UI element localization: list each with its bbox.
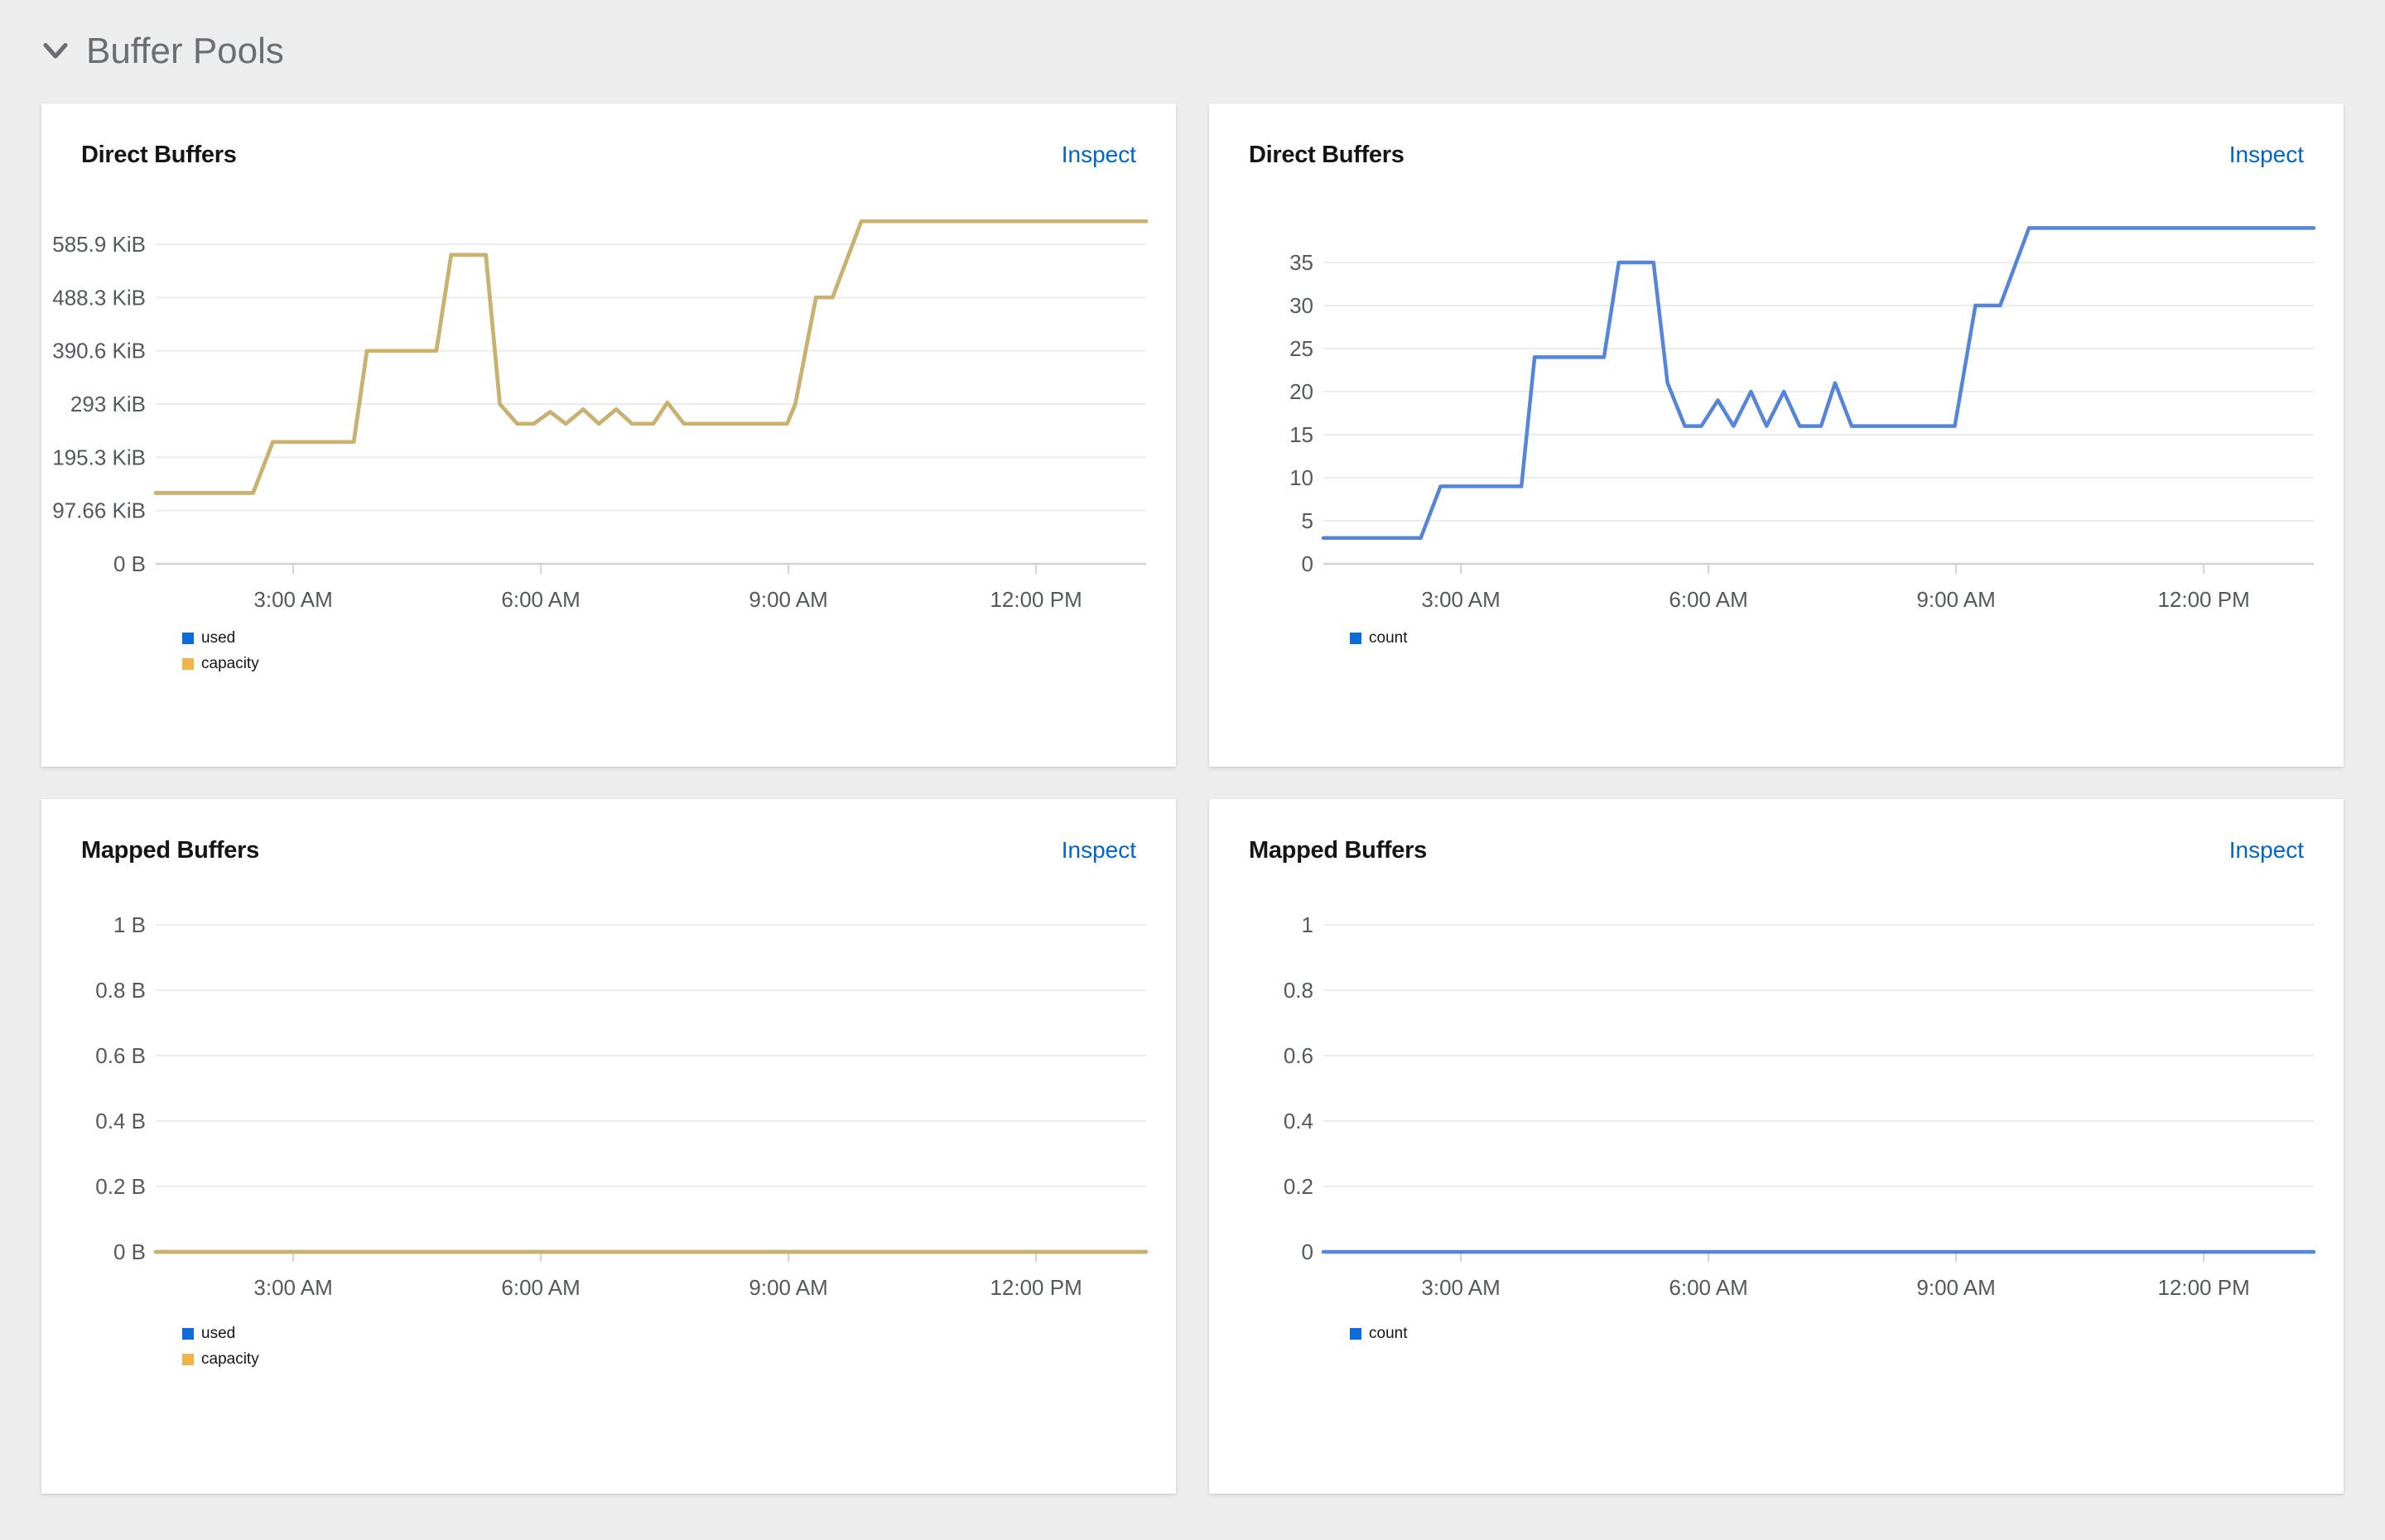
legend-label-count: count bbox=[1369, 1325, 1408, 1342]
svg-text:3:00 AM: 3:00 AM bbox=[1421, 587, 1500, 612]
svg-text:12:00 PM: 12:00 PM bbox=[990, 587, 1082, 612]
legend-swatch-count bbox=[1350, 632, 1361, 644]
svg-text:0 B: 0 B bbox=[113, 551, 146, 576]
svg-text:1: 1 bbox=[1302, 912, 1313, 937]
legend-label-used: used bbox=[201, 629, 236, 647]
svg-text:20: 20 bbox=[1289, 379, 1313, 404]
svg-text:0.8 B: 0.8 B bbox=[95, 978, 146, 1003]
legend-item-used: used bbox=[182, 1321, 1176, 1346]
card-title: Mapped Buffers bbox=[81, 837, 259, 864]
legend-swatch-capacity bbox=[182, 1353, 194, 1365]
section-title: Buffer Pools bbox=[86, 31, 284, 71]
svg-text:9:00 AM: 9:00 AM bbox=[1916, 587, 1995, 612]
card-title: Direct Buffers bbox=[81, 142, 237, 168]
svg-text:30: 30 bbox=[1289, 293, 1313, 318]
svg-text:6:00 AM: 6:00 AM bbox=[501, 587, 580, 612]
svg-text:390.6 KiB: 390.6 KiB bbox=[52, 339, 146, 363]
svg-text:195.3 KiB: 195.3 KiB bbox=[52, 445, 146, 469]
svg-text:1 B: 1 B bbox=[113, 912, 146, 937]
chart-legend: used capacity bbox=[182, 1321, 1176, 1372]
svg-text:0.8: 0.8 bbox=[1284, 978, 1313, 1003]
chart-legend: count bbox=[1350, 625, 2344, 651]
card-header: Direct Buffers Inspect bbox=[41, 103, 1176, 173]
legend-swatch-count bbox=[1350, 1327, 1361, 1340]
svg-text:9:00 AM: 9:00 AM bbox=[749, 587, 827, 612]
direct-buffers-memory-chart: 0 B 97.66 KiB 195.3 KiB 293 KiB 390.6 KiB 488… bbox=[52, 219, 1149, 612]
legend-label-capacity: capacity bbox=[201, 655, 259, 672]
legend-label-count: count bbox=[1369, 629, 1408, 647]
mapped-buffers-memory-chart: 0 B 0.2 B 0.4 B 0.6 B 0.8 B 1 B 3:00 AM 6:00 AM… bbox=[95, 912, 1149, 1300]
svg-text:12:00 PM: 12:00 PM bbox=[990, 1275, 1082, 1300]
svg-text:15: 15 bbox=[1289, 422, 1313, 447]
chart-legend: count bbox=[1350, 1321, 2344, 1346]
legend-label-capacity: capacity bbox=[201, 1350, 259, 1368]
legend-item-used: used bbox=[182, 625, 1176, 651]
svg-text:3:00 AM: 3:00 AM bbox=[253, 1275, 332, 1300]
svg-text:6:00 AM: 6:00 AM bbox=[1669, 587, 1747, 612]
direct-buffers-count-chart: 0 5 10 15 20 25 30 35 3:00 AM 6:00 AM 9:00 AM 12:00… bbox=[1289, 226, 2316, 612]
svg-text:0.2 B: 0.2 B bbox=[95, 1174, 146, 1199]
svg-text:97.66 KiB: 97.66 KiB bbox=[52, 498, 146, 523]
legend-item-capacity: capacity bbox=[182, 1346, 1176, 1372]
svg-text:585.9 KiB: 585.9 KiB bbox=[52, 232, 146, 257]
inspect-link[interactable]: Inspect bbox=[2228, 142, 2304, 167]
svg-text:0: 0 bbox=[1302, 1239, 1313, 1264]
svg-text:25: 25 bbox=[1289, 336, 1313, 361]
svg-text:10: 10 bbox=[1289, 465, 1313, 490]
card-mapped-buffers-count: Mapped Buffers Inspect 0 0.2 0.4 0.6 0.8 1 3:0… bbox=[1209, 799, 2344, 1494]
svg-text:3:00 AM: 3:00 AM bbox=[253, 587, 332, 612]
card-title: Direct Buffers bbox=[1249, 142, 1404, 168]
inspect-link[interactable]: Inspect bbox=[1061, 837, 1136, 863]
svg-text:9:00 AM: 9:00 AM bbox=[749, 1275, 827, 1300]
svg-text:488.3 KiB: 488.3 KiB bbox=[52, 285, 146, 310]
svg-text:293 KiB: 293 KiB bbox=[70, 392, 146, 416]
svg-text:12:00 PM: 12:00 PM bbox=[2157, 587, 2249, 612]
svg-text:0.4: 0.4 bbox=[1284, 1109, 1313, 1133]
mapped-buffers-count-chart: 0 0.2 0.4 0.6 0.8 1 3:00 AM 6:00 AM 9:00 AM 12:00… bbox=[1284, 912, 2316, 1300]
svg-text:0: 0 bbox=[1302, 551, 1313, 576]
svg-text:3:00 AM: 3:00 AM bbox=[1421, 1275, 1500, 1300]
card-mapped-buffers-memory: Mapped Buffers Inspect 0 B 0.2 B 0.4 B 0.6 … bbox=[41, 799, 1176, 1494]
card-header: Direct Buffers Inspect bbox=[1209, 103, 2344, 173]
inspect-link[interactable]: Inspect bbox=[2228, 837, 2304, 863]
svg-text:0.2: 0.2 bbox=[1284, 1174, 1313, 1199]
svg-text:35: 35 bbox=[1289, 250, 1313, 275]
svg-text:0 B: 0 B bbox=[113, 1239, 146, 1264]
svg-text:12:00 PM: 12:00 PM bbox=[2157, 1275, 2249, 1300]
legend-swatch-capacity bbox=[182, 657, 194, 670]
buffer-pools-section-toggle[interactable]: Buffer Pools bbox=[43, 33, 284, 70]
card-header: Mapped Buffers Inspect bbox=[1209, 799, 2344, 869]
card-direct-buffers-count: Direct Buffers Inspect 0 5 10 15 20 25 30 35 3:0… bbox=[1209, 103, 2344, 767]
svg-text:6:00 AM: 6:00 AM bbox=[1669, 1275, 1747, 1300]
legend-swatch-used bbox=[182, 632, 194, 644]
svg-text:5: 5 bbox=[1302, 508, 1313, 533]
card-direct-buffers-memory: Direct Buffers Inspect 0 B 97.66 KiB 195.3… bbox=[41, 103, 1176, 767]
chevron-down-icon bbox=[43, 42, 68, 59]
card-title: Mapped Buffers bbox=[1249, 837, 1427, 864]
svg-text:0.6: 0.6 bbox=[1284, 1043, 1313, 1068]
svg-text:0.6 B: 0.6 B bbox=[95, 1043, 146, 1068]
legend-label-used: used bbox=[201, 1325, 236, 1342]
svg-text:9:00 AM: 9:00 AM bbox=[1916, 1275, 1995, 1300]
svg-text:0.4 B: 0.4 B bbox=[95, 1109, 146, 1133]
chart-legend: used capacity bbox=[182, 625, 1176, 676]
inspect-link[interactable]: Inspect bbox=[1061, 142, 1136, 167]
legend-swatch-used bbox=[182, 1327, 194, 1340]
legend-item-capacity: capacity bbox=[182, 651, 1176, 676]
card-header: Mapped Buffers Inspect bbox=[41, 799, 1176, 869]
legend-item-count: count bbox=[1350, 625, 2344, 651]
legend-item-count: count bbox=[1350, 1321, 2344, 1346]
svg-text:6:00 AM: 6:00 AM bbox=[501, 1275, 580, 1300]
